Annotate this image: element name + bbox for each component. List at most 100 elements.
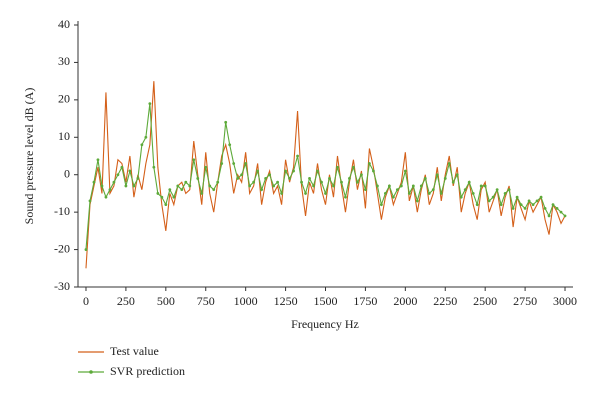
point	[419, 184, 423, 188]
point	[324, 192, 327, 195]
point	[375, 184, 379, 188]
x-tick-label: 750	[197, 294, 215, 308]
point	[220, 162, 224, 165]
point	[160, 195, 164, 199]
x-tick-label: 2500	[473, 294, 497, 308]
y-tick-label: 30	[58, 54, 70, 68]
point	[252, 180, 256, 184]
x-tick-label: 250	[117, 294, 135, 308]
point	[196, 177, 200, 180]
point	[435, 173, 439, 177]
point	[136, 177, 140, 180]
series-line	[85, 103, 566, 250]
point	[256, 169, 260, 173]
point	[108, 188, 112, 192]
point	[403, 169, 407, 173]
point	[559, 210, 563, 214]
point	[124, 184, 128, 188]
point	[447, 162, 451, 165]
point	[116, 173, 120, 177]
point	[511, 207, 515, 210]
point	[455, 173, 459, 177]
point	[152, 165, 156, 169]
point	[228, 143, 232, 147]
x-tick-label: 2250	[433, 294, 457, 308]
y-tick-label: 10	[58, 129, 70, 143]
point	[463, 188, 467, 192]
point	[563, 214, 567, 218]
point	[356, 180, 359, 184]
point	[320, 180, 323, 184]
legend-label: Test value	[110, 344, 159, 358]
x-tick-label: 0	[83, 294, 89, 308]
point	[352, 165, 355, 169]
point	[471, 192, 475, 195]
point	[268, 173, 272, 177]
point	[204, 165, 208, 169]
point	[264, 177, 268, 180]
point	[156, 192, 160, 195]
point	[272, 184, 276, 188]
point	[340, 180, 343, 184]
x-tick-label: 1000	[234, 294, 258, 308]
point	[88, 199, 92, 203]
point	[316, 169, 319, 173]
point	[360, 173, 363, 177]
point	[200, 192, 204, 195]
point	[304, 192, 307, 195]
point	[483, 184, 487, 188]
point	[260, 188, 264, 192]
point	[411, 184, 415, 188]
point	[288, 177, 291, 180]
y-axis-label: Sound pressure level dB (A)	[22, 88, 36, 225]
point	[391, 195, 395, 199]
point	[192, 158, 196, 162]
point	[531, 203, 535, 207]
point	[292, 169, 295, 173]
point	[296, 154, 299, 158]
point	[308, 177, 311, 180]
point	[132, 184, 136, 188]
point	[551, 203, 555, 207]
point	[519, 203, 523, 207]
x-tick-label: 1250	[274, 294, 298, 308]
point	[415, 199, 419, 203]
point	[407, 192, 411, 195]
point	[328, 177, 331, 180]
point	[148, 102, 152, 105]
point	[427, 192, 431, 195]
point	[212, 188, 216, 192]
point	[507, 188, 511, 192]
point	[364, 188, 367, 192]
x-tick-label: 2750	[513, 294, 537, 308]
x-tick-label: 1500	[314, 294, 338, 308]
point	[224, 120, 228, 124]
point	[112, 180, 116, 184]
point	[208, 184, 212, 188]
series-line	[85, 81, 566, 269]
point	[344, 195, 347, 199]
point	[487, 199, 491, 203]
point	[244, 162, 248, 165]
point	[336, 165, 339, 169]
point	[300, 180, 303, 184]
point	[555, 207, 559, 210]
point	[368, 162, 371, 165]
y-tick-label: -30	[54, 279, 70, 293]
point	[499, 203, 503, 207]
x-axis-label: Frequency Hz	[291, 317, 359, 331]
point	[180, 188, 184, 192]
point	[475, 203, 479, 207]
point	[431, 188, 435, 192]
point	[459, 195, 463, 199]
point	[539, 195, 543, 199]
point	[372, 169, 375, 173]
point	[439, 192, 443, 195]
point	[423, 177, 427, 180]
point	[240, 173, 244, 177]
point	[236, 177, 240, 180]
point	[535, 199, 539, 203]
y-tick-label: 0	[64, 166, 70, 180]
point	[543, 207, 547, 210]
